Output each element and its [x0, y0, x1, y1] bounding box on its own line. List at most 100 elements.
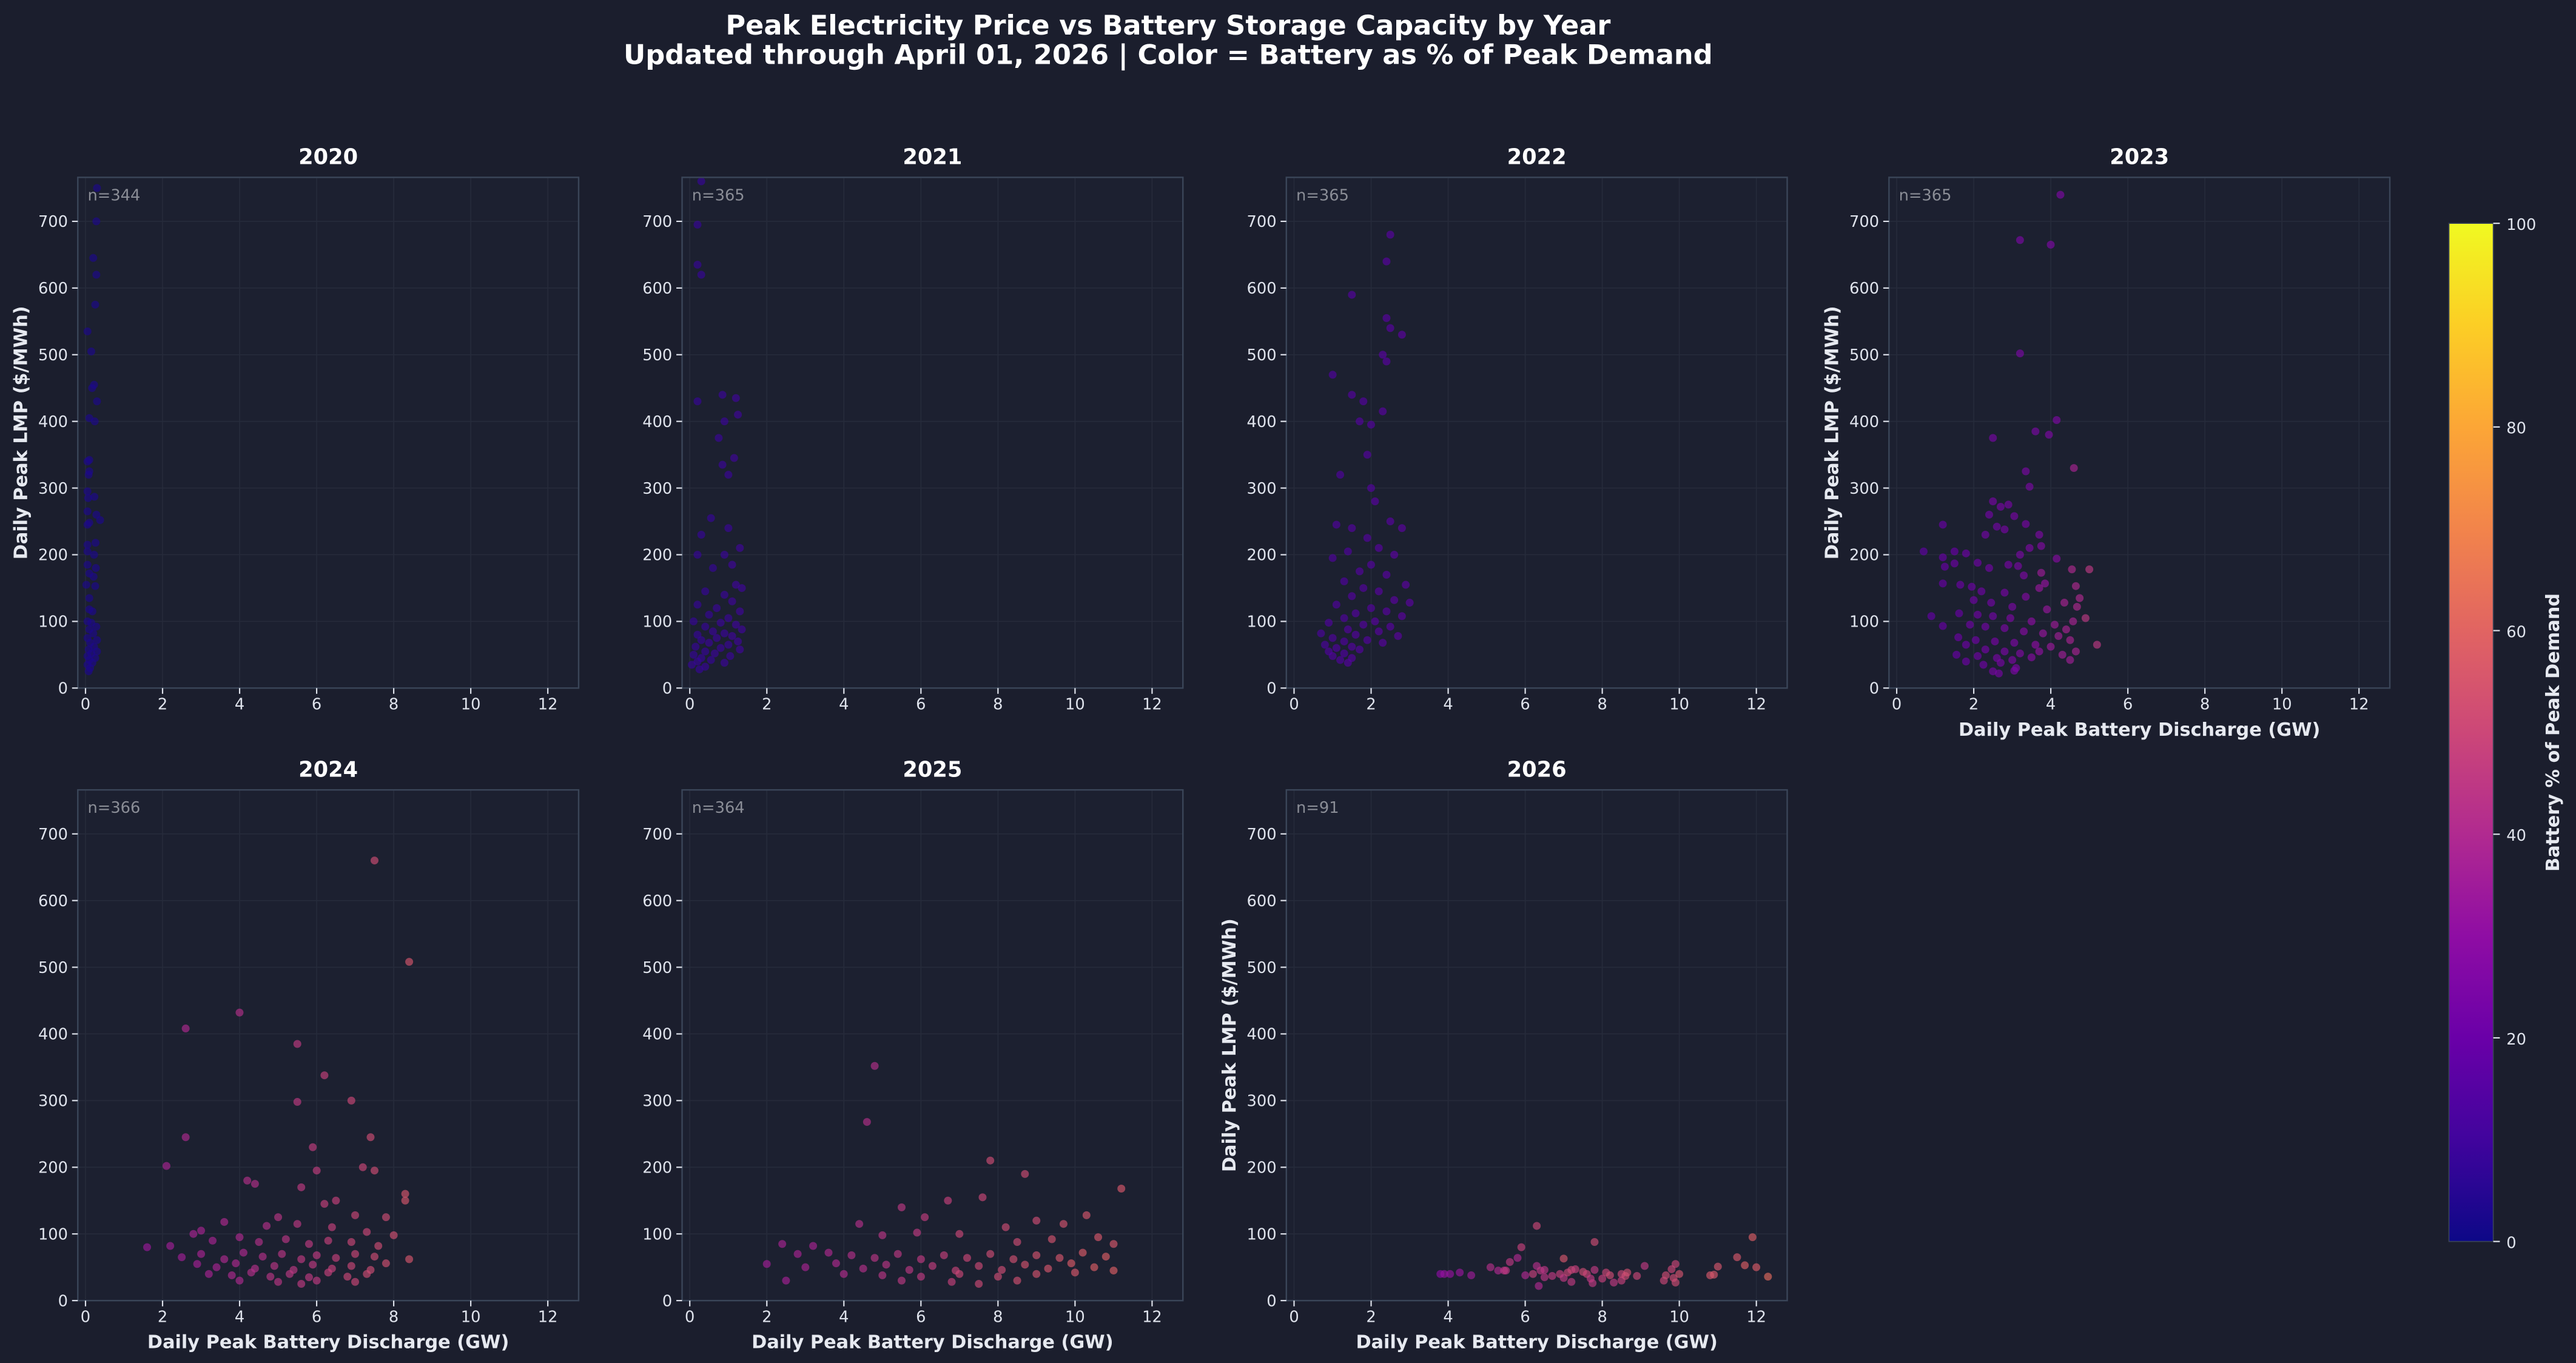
data-point: [697, 530, 705, 539]
data-point: [1340, 649, 1348, 658]
x-tick-label: 10: [1669, 696, 1689, 714]
data-point: [1467, 1271, 1476, 1279]
subplot-title: 2024: [298, 758, 358, 782]
data-point: [374, 1242, 383, 1250]
data-point: [1713, 1262, 1722, 1271]
data-point: [90, 551, 98, 559]
data-point: [1559, 1274, 1568, 1282]
data-point: [1994, 669, 2003, 678]
data-point: [778, 1240, 787, 1248]
data-point: [2066, 656, 2074, 664]
data-point: [1336, 471, 1345, 479]
data-point: [859, 1264, 867, 1273]
data-point: [1950, 559, 1959, 568]
data-point: [718, 460, 727, 469]
data-point: [1356, 567, 1364, 576]
data-point: [863, 1118, 871, 1126]
y-tick-label: 200: [642, 1159, 672, 1177]
data-point: [83, 487, 92, 496]
data-point: [2006, 614, 2014, 622]
data-point: [263, 1222, 271, 1230]
x-tick-label: 2: [158, 1308, 167, 1326]
y-tick-label: 700: [642, 213, 672, 231]
data-point: [2051, 621, 2059, 629]
data-point: [293, 1220, 301, 1228]
x-tick-label: 6: [312, 696, 321, 714]
y-tick-label: 500: [1246, 959, 1276, 977]
data-point: [986, 1156, 995, 1165]
data-point: [705, 610, 713, 619]
data-point: [1386, 231, 1394, 239]
y-tick-label: 400: [1849, 413, 1879, 431]
data-point: [882, 1260, 890, 1269]
data-point: [1985, 564, 1993, 572]
data-point: [1675, 1270, 1684, 1278]
data-point: [89, 254, 98, 262]
data-point: [782, 1276, 790, 1285]
x-tick-label: 10: [2272, 696, 2292, 714]
data-point: [1590, 1237, 1599, 1246]
data-point: [731, 621, 740, 629]
y-tick-label: 400: [38, 1026, 68, 1044]
y-tick-label: 100: [38, 613, 68, 631]
data-point: [324, 1268, 332, 1277]
data-point: [2008, 656, 2017, 664]
data-point: [731, 581, 740, 589]
data-point: [1996, 502, 2005, 511]
x-tick-label: 6: [1520, 1308, 1530, 1326]
y-tick-label: 300: [642, 480, 672, 498]
x-tick-label: 6: [1520, 696, 1530, 714]
data-point: [1974, 652, 1982, 661]
x-tick-label: 2: [762, 1308, 772, 1326]
x-tick-label: 8: [1597, 1308, 1607, 1326]
data-point: [978, 1193, 987, 1202]
data-point: [1356, 417, 1364, 426]
data-point: [2016, 349, 2024, 358]
data-point: [382, 1213, 390, 1222]
data-point: [281, 1235, 290, 1244]
data-point: [1348, 391, 1356, 399]
data-point: [239, 1248, 247, 1257]
subplot-title: 2026: [1507, 758, 1567, 782]
data-point: [832, 1259, 840, 1268]
data-point: [1109, 1240, 1118, 1248]
data-point: [2054, 632, 2063, 641]
data-point: [691, 642, 700, 651]
subplot-2024: 0 2 4 6 8 10 12 0 100 200 300 400 500 600 700 2024 n=366…: [38, 758, 580, 1353]
y-tick-label: 300: [642, 1092, 672, 1111]
data-point: [1379, 639, 1387, 647]
data-point: [1486, 1263, 1495, 1271]
data-point: [715, 434, 723, 442]
data-point: [1363, 451, 1371, 459]
data-point: [258, 1253, 267, 1261]
y-tick-label: 300: [38, 480, 68, 498]
data-point: [1667, 1265, 1676, 1273]
data-point: [916, 1255, 925, 1264]
y-tick-label: 600: [1246, 892, 1276, 910]
data-point: [1661, 1271, 1670, 1279]
subplot-2026: 0 2 4 6 8 10 12 0 100 200 300 400 500 600 700 2026 n=91 D…: [1219, 758, 1788, 1353]
data-point: [2000, 525, 2009, 534]
data-point: [370, 857, 378, 865]
data-point: [2022, 520, 2030, 528]
data-point: [1032, 1270, 1041, 1278]
data-point: [243, 1176, 252, 1185]
x-tick-label: 12: [1746, 1308, 1766, 1326]
data-point: [905, 1266, 913, 1274]
x-tick-label: 4: [235, 696, 244, 714]
y-tick-label: 700: [1849, 213, 1879, 231]
data-point: [2004, 500, 2013, 509]
data-point: [1059, 1220, 1068, 1228]
data-point: [720, 551, 728, 559]
data-point: [1987, 599, 1996, 607]
y-tick-label: 500: [642, 959, 672, 977]
data-point: [693, 220, 702, 229]
data-point: [85, 456, 93, 464]
data-point: [708, 564, 717, 572]
y-tick-label: 200: [1849, 547, 1879, 565]
data-point: [688, 661, 696, 669]
data-point: [2020, 571, 2028, 580]
y-axis-label: Daily Peak LMP ($/MWh): [1219, 918, 1240, 1172]
data-point: [1328, 554, 1337, 562]
data-point: [1671, 1278, 1680, 1287]
